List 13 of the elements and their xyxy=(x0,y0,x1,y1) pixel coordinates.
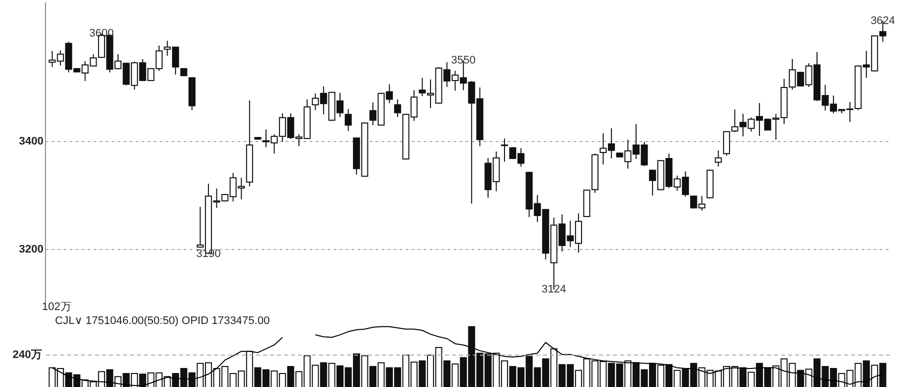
annotation: 3124 xyxy=(542,284,566,296)
ref-line-label: 240万 xyxy=(12,349,42,362)
candlestick xyxy=(344,108,352,132)
y-tick-label: 3200 xyxy=(19,243,44,256)
annotation: 3190 xyxy=(196,248,221,260)
candlestick xyxy=(501,138,508,162)
annotation: 102万 xyxy=(42,301,72,313)
annotation: 3624 xyxy=(870,14,896,27)
candlestick xyxy=(714,150,722,168)
annotation: CJL∨ 1751046.00(50:50) OPID 1733475.00 xyxy=(55,315,270,327)
candlestick xyxy=(394,98,402,118)
y-tick-label: 3400 xyxy=(19,136,44,148)
annotation: 3550 xyxy=(451,54,476,67)
